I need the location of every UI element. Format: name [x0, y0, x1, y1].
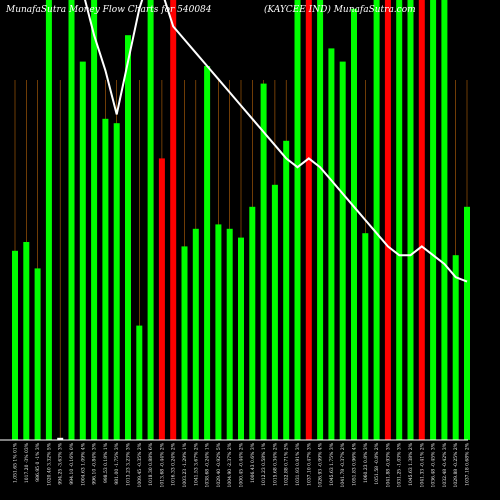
x-tick-label: 1032.48 -0.42% 3%	[442, 442, 448, 487]
x-tick-labels: 1,051.65 1% 01% 1017.20 -3% 03% 986.95 0 -…	[13, 442, 471, 487]
money-flow-bar	[158, 158, 165, 440]
money-flow-bar	[45, 0, 52, 440]
money-flow-bar	[136, 325, 143, 440]
x-tick-label: 1041.78 -0.37% 2%	[340, 442, 346, 487]
x-tick-label: 1029.88 -0.25% 2%	[453, 442, 459, 487]
money-flow-bar	[384, 0, 391, 440]
x-tick-label: 1031.93 0.91% 3%	[295, 442, 301, 486]
money-flow-bar	[317, 0, 324, 440]
x-tick-label: 1026.93 -0.99% 4%	[318, 442, 324, 487]
x-tick-label: 1006.43 0.6% 3%	[250, 442, 256, 483]
price-line	[84, 0, 468, 283]
x-tick-label: 1041.88 -0.93% 3%	[385, 442, 391, 487]
money-flow-bar	[351, 8, 357, 441]
money-flow-bar	[23, 242, 30, 440]
x-tick-label: 1020.40 3.32% 5%	[46, 442, 52, 486]
chart-title-right: (KAYCEE IND) MunafaSutra.com	[264, 4, 416, 15]
money-flow-bar	[362, 233, 369, 440]
money-flow-bar	[464, 206, 470, 440]
x-tick-label: 1022.88 0.71% 2%	[284, 442, 290, 486]
x-tick-label: 1045.63 1.75% 3%	[329, 442, 335, 486]
x-tick-label: 1031.25 -1.03% 3%	[397, 442, 403, 487]
money-flow-bar	[452, 255, 459, 440]
x-tick-label: 1,051.65 1% 01%	[13, 442, 19, 483]
money-flow-bar	[113, 123, 120, 440]
money-flow-bar	[125, 35, 131, 440]
money-flow-bar	[305, 0, 312, 440]
x-tick-label: 1037.18 0.68% 2%	[465, 442, 471, 486]
money-flow-bar	[192, 228, 199, 440]
money-flow-bar	[102, 118, 109, 441]
x-tick-label: 994.10 -0.16% 0%	[69, 442, 75, 484]
x-tick-label: 1013.68 -0.44% 2%	[159, 442, 165, 487]
money-flow-bar	[91, 0, 98, 440]
money-flow-bar	[271, 184, 278, 440]
x-tick-label: 1015.68 0.34% 2%	[272, 442, 278, 486]
money-flow-bar	[215, 224, 222, 440]
x-tick-label: 1004.90 -2.37% 2%	[227, 442, 233, 487]
money-flow-bar	[226, 228, 233, 440]
money-flow-bar	[396, 0, 403, 440]
x-tick-label: 1004.63 1.09% 4%	[80, 442, 86, 486]
money-flow-bar	[238, 237, 244, 440]
money-flow-bar	[283, 140, 290, 441]
x-tick-label: 1013.23 3.23% 3%	[126, 442, 132, 486]
x-tick-label: 981.00 -1.75% 3%	[114, 442, 120, 484]
chart-title-left: MunafaSutra Money Flow Charts for 540084	[5, 5, 212, 15]
x-tick-label: 1051.83 0.96% 4%	[352, 442, 358, 486]
money-flow-bar	[147, 0, 154, 440]
x-tick-label: 1018.30 0.88% 6%	[148, 442, 154, 486]
x-tick-label: 1036.48 -0.45% 3%	[431, 442, 437, 487]
money-flow-bar	[181, 246, 188, 440]
x-tick-label: 1041.33 -0.41% 2%	[419, 442, 425, 487]
money-flow-bar	[79, 61, 86, 440]
money-flow-bar	[260, 83, 267, 440]
money-flow-bar	[441, 0, 448, 440]
money-flow-bar	[12, 250, 18, 440]
x-tick-label: 998.53 0.18% 1%	[103, 442, 109, 483]
x-tick-label: 1009.45 -0.35% 2%	[137, 442, 143, 487]
money-flow-bar	[294, 0, 301, 440]
money-flow-bar	[418, 0, 425, 440]
money-flow-bar	[339, 61, 346, 440]
x-tick-label: 1037.10 0.47% 3%	[306, 442, 312, 486]
x-tick-label: 994.25 -3.63% 3%	[58, 442, 64, 484]
bars	[12, 0, 470, 441]
money-flow-bar	[373, 0, 380, 440]
money-flow-bar	[204, 66, 211, 440]
x-tick-label: 1000.45 -0.44% 2%	[239, 442, 245, 487]
money-flow-bar	[57, 437, 64, 440]
money-flow-bar	[170, 0, 177, 440]
money-flow-bar	[328, 48, 335, 441]
money-flow-bar	[430, 0, 437, 440]
money-flow-bar	[34, 268, 41, 440]
x-tick-label: 1012.23 0.58% 1%	[261, 442, 267, 486]
x-tick-label: 1045.63 1.38% 2%	[408, 442, 414, 486]
x-tick-label: 1029.40 -0.92% 5%	[216, 442, 222, 487]
x-tick-label: 1038.68 -0.24% 1%	[205, 442, 211, 487]
x-tick-label: 1017.20 -3% 03%	[24, 442, 30, 483]
x-tick-label: 996.10 -0.84% 3%	[92, 442, 98, 484]
money-flow-bar	[407, 0, 414, 440]
x-tick-label: 1003.23 -1.29% 1%	[182, 442, 188, 487]
money-flow-bar	[249, 206, 256, 440]
x-tick-label: 1041.53 3.67% 2%	[193, 442, 199, 486]
money-flow-bar	[68, 0, 75, 440]
x-tick-label: 986.95 0 -1% 3%	[35, 442, 41, 481]
x-tick-label: 1016.33 0.24% 2%	[171, 442, 177, 486]
x-tick-label: 1060.23 0.8% 3%	[363, 442, 369, 483]
x-tick-label: 1051.58 -0.8% 2%	[374, 442, 380, 484]
